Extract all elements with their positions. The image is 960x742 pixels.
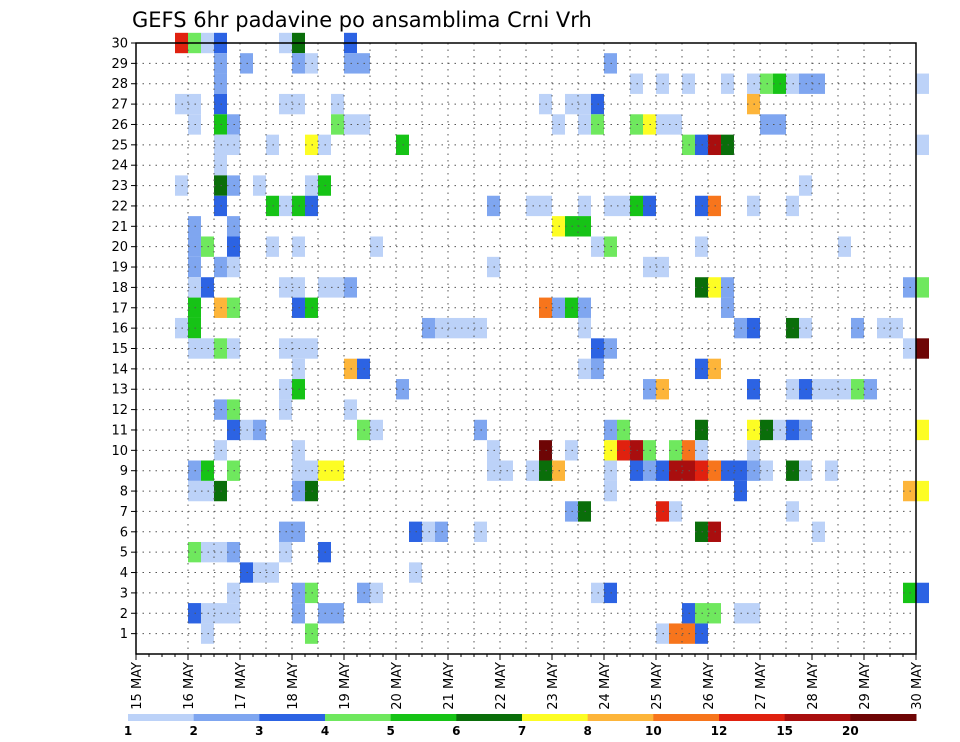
x-tick-label: 25 MAY <box>650 662 665 710</box>
y-tick-label: 30 <box>111 37 128 52</box>
y-tick-label: 10 <box>111 444 128 459</box>
y-tick-label: 8 <box>120 485 128 500</box>
x-axis-ticks: 15 MAY 16 MAY 17 MAY 18 MAY 19 MAY 20 MAY 21 M… <box>130 654 925 710</box>
legend-label: 5 <box>386 724 394 738</box>
y-axis-ticks: 1234567891011121314151617181920212223242… <box>111 37 136 642</box>
y-tick-label: 21 <box>111 220 128 235</box>
x-tick-label: 18 MAY <box>286 662 301 710</box>
legend-label: 15 <box>776 724 793 738</box>
y-tick-label: 28 <box>111 77 128 92</box>
y-tick-label: 5 <box>120 546 128 561</box>
legend-label: 8 <box>583 724 591 738</box>
y-tick-label: 12 <box>111 403 128 418</box>
legend-label: 10 <box>645 724 662 738</box>
heatmap-cell <box>916 134 929 156</box>
y-tick-label: 22 <box>111 199 128 214</box>
y-tick-label: 6 <box>120 525 128 540</box>
y-tick-label: 1 <box>120 627 128 642</box>
x-tick-label: 15 MAY <box>130 662 145 710</box>
legend-label: 12 <box>711 724 728 738</box>
x-tick-label: 26 MAY <box>702 662 717 710</box>
legend-swatch <box>784 714 851 721</box>
heatmap-cell <box>916 480 929 502</box>
x-tick-label: 30 MAY <box>910 662 925 710</box>
x-tick-label: 28 MAY <box>806 662 821 710</box>
colorbar-legend: 1 2 3 4 5 6 7 8 10 12 15 20 <box>124 714 917 738</box>
legend-swatch <box>456 714 523 721</box>
x-tick-label: 20 MAY <box>390 662 405 710</box>
grid-lines <box>136 43 916 654</box>
y-tick-label: 15 <box>111 342 128 357</box>
y-tick-label: 11 <box>111 423 128 438</box>
y-tick-label: 13 <box>111 383 128 398</box>
y-tick-label: 14 <box>111 362 128 377</box>
legend-swatch <box>587 714 654 721</box>
y-tick-label: 3 <box>120 586 128 601</box>
y-tick-label: 29 <box>111 57 128 72</box>
y-tick-label: 25 <box>111 138 128 153</box>
legend-swatch <box>259 714 326 721</box>
legend-label: 7 <box>518 724 526 738</box>
heatmap-cell <box>916 73 929 94</box>
x-tick-label: 22 MAY <box>494 662 509 710</box>
legend-label: 1 <box>124 724 132 738</box>
y-tick-label: 7 <box>120 505 128 520</box>
x-tick-label: 17 MAY <box>234 662 249 710</box>
y-tick-label: 27 <box>111 98 128 113</box>
legend-label: 6 <box>452 724 460 738</box>
x-tick-label: 27 MAY <box>754 662 769 710</box>
y-tick-label: 23 <box>111 179 128 194</box>
heatmap-cell <box>916 582 929 604</box>
legend-swatch <box>719 714 786 721</box>
legend-label: 3 <box>255 724 263 738</box>
legend-swatch <box>325 714 392 721</box>
legend-swatch <box>850 714 917 721</box>
x-tick-label: 21 MAY <box>442 662 457 710</box>
legend-swatch <box>193 714 260 721</box>
y-tick-label: 18 <box>111 281 128 296</box>
legend-swatch <box>522 714 589 721</box>
y-tick-label: 26 <box>111 118 128 133</box>
legend-label: 4 <box>321 724 329 738</box>
y-tick-label: 9 <box>120 464 128 479</box>
legend-swatch <box>390 714 457 721</box>
x-tick-label: 24 MAY <box>598 662 613 710</box>
legend-swatch <box>653 714 720 721</box>
legend-label: 2 <box>189 724 197 738</box>
legend-swatch <box>128 714 195 721</box>
y-tick-label: 17 <box>111 301 128 316</box>
x-tick-label: 19 MAY <box>338 662 353 710</box>
x-tick-label: 16 MAY <box>182 662 197 710</box>
y-tick-label: 16 <box>111 322 128 337</box>
heatmap-cell <box>916 419 929 441</box>
y-tick-label: 24 <box>111 159 128 174</box>
y-tick-label: 20 <box>111 240 128 255</box>
chart-title: GEFS 6hr padavine po ansamblima Crni Vrh <box>132 8 592 32</box>
y-tick-label: 4 <box>120 566 128 581</box>
heatmap-cell <box>916 338 929 359</box>
y-tick-label: 2 <box>120 607 128 622</box>
x-tick-label: 29 MAY <box>858 662 873 710</box>
legend-label: 20 <box>842 724 859 738</box>
heatmap-cell <box>916 277 929 298</box>
y-tick-label: 19 <box>111 261 128 276</box>
x-tick-label: 23 MAY <box>546 662 561 710</box>
